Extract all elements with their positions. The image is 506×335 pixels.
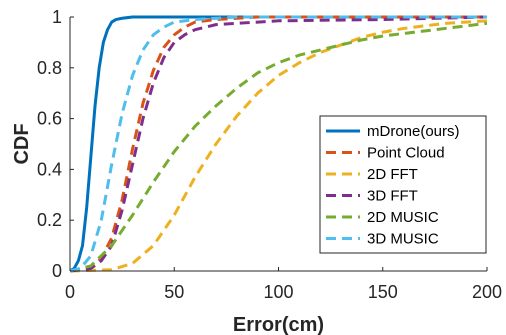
legend-label-2: 2D FFT (367, 166, 418, 183)
x-tick-label: 100 (263, 282, 293, 302)
axes: 0 50 100 150 200 0 0.2 0.4 0.6 0.8 1 (37, 7, 502, 302)
y-tick-label: 0 (52, 261, 62, 281)
series-lines (70, 15, 487, 273)
y-tick-label: 1 (52, 7, 62, 27)
series-line-3 (70, 15, 487, 273)
x-axis-title: Error(cm) (233, 314, 324, 335)
y-tick-label: 0.6 (37, 109, 62, 129)
y-axis-title: CDF (11, 123, 33, 164)
series-line-1 (70, 15, 487, 273)
x-tick-label: 0 (65, 282, 75, 302)
legend-label-5: 3D MUSIC (367, 231, 439, 248)
legend-label-4: 2D MUSIC (367, 209, 439, 226)
legend-label-1: Point Cloud (367, 145, 445, 162)
x-tick-label: 150 (368, 282, 398, 302)
series-line-0 (70, 15, 487, 273)
series-line-2 (70, 19, 487, 273)
legend-label-0: mDrone(ours) (367, 123, 460, 140)
x-tick-label: 50 (164, 282, 184, 302)
series-line-5 (70, 15, 487, 273)
legend-label-3: 3D FFT (367, 188, 418, 205)
y-tick-label: 0.8 (37, 58, 62, 78)
series-line-4 (70, 21, 487, 273)
y-tick-label: 0.2 (37, 210, 62, 230)
x-tick-label: 200 (472, 282, 502, 302)
legend: mDrone(ours) Point Cloud 2D FFT 3D FFT 2D MU… (319, 115, 487, 254)
legend-box (319, 115, 487, 254)
plot-area (70, 15, 487, 273)
y-tick-label: 0.4 (37, 159, 62, 179)
